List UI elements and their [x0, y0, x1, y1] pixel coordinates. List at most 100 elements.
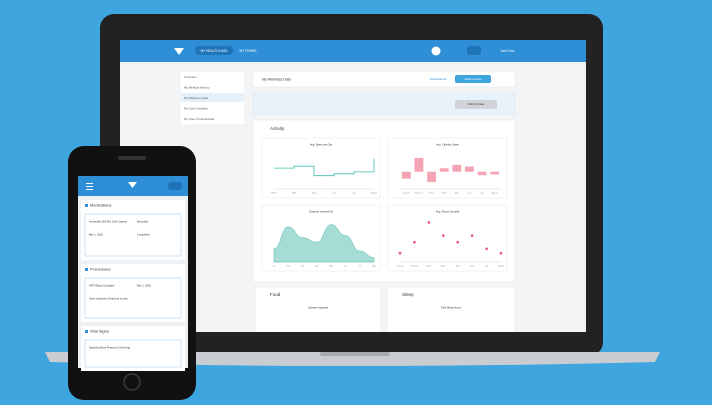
notify — [467, 46, 481, 55]
phone-card — [81, 200, 185, 260]
x-tick-label: May — [329, 266, 333, 268]
card-field: Diastolic Blood Pressure 120mmHg — [89, 346, 130, 350]
x-tick-label: March — [271, 193, 277, 195]
bar — [452, 164, 462, 172]
x-tick-label: June — [467, 193, 472, 195]
sidebar-item[interactable]: Overview — [184, 75, 197, 79]
card-inner — [84, 339, 182, 368]
card-inner — [84, 277, 182, 319]
nav-link[interactable]: MY HEALTH DATA — [201, 49, 229, 53]
card-field: Mar 1, 2016 — [89, 233, 103, 237]
bar — [401, 171, 411, 179]
sidebar-active — [181, 93, 244, 102]
bar — [439, 168, 449, 172]
logo — [174, 48, 184, 55]
sidebar-item[interactable]: My Wellness Data — [184, 96, 208, 100]
bar — [427, 171, 436, 183]
laptop-base — [45, 352, 660, 366]
action-link[interactable]: Download All — [430, 77, 447, 81]
bar — [465, 166, 474, 172]
x-tick-label: May — [456, 266, 460, 268]
x-tick-label: May — [455, 193, 459, 195]
chart-title: Avg. Steps per Day — [310, 143, 333, 147]
page-header — [252, 70, 516, 88]
section-title: Sleep — [402, 292, 414, 297]
sidebar-item[interactable]: My Medical History — [184, 85, 210, 89]
chart-title: Avg. Calories Spent — [436, 143, 459, 147]
card-field: Open reduction of fracture of ulna — [89, 297, 128, 301]
point — [427, 221, 431, 224]
phone-logo — [128, 182, 137, 188]
x-tick-label: July — [352, 193, 356, 195]
chart-title: Distance covered (ft) — [309, 210, 333, 214]
home-button[interactable] — [123, 373, 141, 391]
sidebar-item[interactable]: My Care Professionals — [184, 117, 215, 121]
nav-link[interactable]: MY FORMS — [239, 49, 256, 53]
x-tick-label: April — [442, 192, 447, 195]
card-title: Medications — [90, 203, 111, 208]
share-button[interactable] — [455, 75, 491, 83]
chart-title: Calories Ingested — [308, 306, 329, 310]
menu-icon — [86, 183, 93, 184]
card-field: Completed — [137, 233, 150, 237]
sleep-card — [386, 286, 516, 338]
point — [499, 251, 503, 255]
point — [413, 240, 416, 244]
card-field: HIP7 Elbow Complete — [89, 284, 115, 288]
point — [441, 234, 445, 237]
card-field: Mar 1, 2016 — [137, 284, 151, 288]
card-icon — [85, 204, 88, 207]
x-tick-label: August — [498, 265, 505, 268]
x-tick-label: May — [312, 193, 316, 195]
section-title: Food — [270, 292, 281, 297]
x-tick-label: August — [492, 192, 499, 195]
card-title: Vital Signs — [90, 329, 109, 334]
x-tick-label: January — [396, 266, 403, 268]
x-tick-label: April — [441, 265, 446, 268]
user-name[interactable]: John Doe — [500, 49, 515, 53]
card-icon — [85, 268, 88, 271]
menu-icon — [86, 189, 93, 190]
x-tick-label: February — [410, 266, 418, 268]
x-tick-label: January — [403, 193, 410, 195]
area — [273, 224, 375, 263]
card-field: Amoxicillin 500 MG Oral Capsule — [89, 220, 128, 224]
x-tick-label: February — [415, 193, 423, 195]
x-tick-label: Jan — [272, 266, 275, 268]
bar — [414, 157, 424, 172]
chart-title: Avg. Floors Climbed — [436, 210, 460, 214]
x-tick-label: Feb — [287, 266, 291, 268]
food-card — [254, 286, 382, 338]
filter-row — [252, 93, 516, 115]
x-tick-label: Jun — [344, 266, 347, 268]
action-button[interactable]: Share Access — [464, 77, 482, 81]
bar — [490, 171, 500, 175]
avatar — [431, 46, 441, 56]
x-tick-label: Apr — [315, 265, 318, 268]
point — [456, 240, 460, 244]
x-tick-label: April — [292, 192, 297, 195]
chart-card — [387, 204, 508, 272]
sidebar-item[interactable]: My Care Facilities — [184, 106, 208, 110]
phone-card — [81, 264, 185, 322]
point — [470, 234, 474, 237]
page-title: My Wellness Data — [262, 77, 291, 81]
filter-button-label[interactable]: Filter by Date — [468, 102, 485, 106]
x-tick-label: March — [429, 193, 435, 195]
x-tick-label: Aug — [372, 265, 376, 268]
filter-button[interactable] — [455, 100, 497, 109]
x-tick-label: June — [470, 266, 475, 268]
top-nav — [120, 40, 586, 62]
card-field: Bronchitis — [137, 220, 149, 224]
x-tick-label: Mar — [301, 266, 305, 268]
nav-active — [195, 46, 233, 55]
section-title: Activity — [270, 126, 285, 131]
x-tick-label: June — [332, 193, 337, 195]
line — [274, 158, 375, 177]
x-tick-label: March — [426, 266, 432, 268]
x-tick-label: July — [480, 193, 484, 195]
point — [485, 247, 488, 251]
card-title: Procedures — [90, 267, 110, 272]
